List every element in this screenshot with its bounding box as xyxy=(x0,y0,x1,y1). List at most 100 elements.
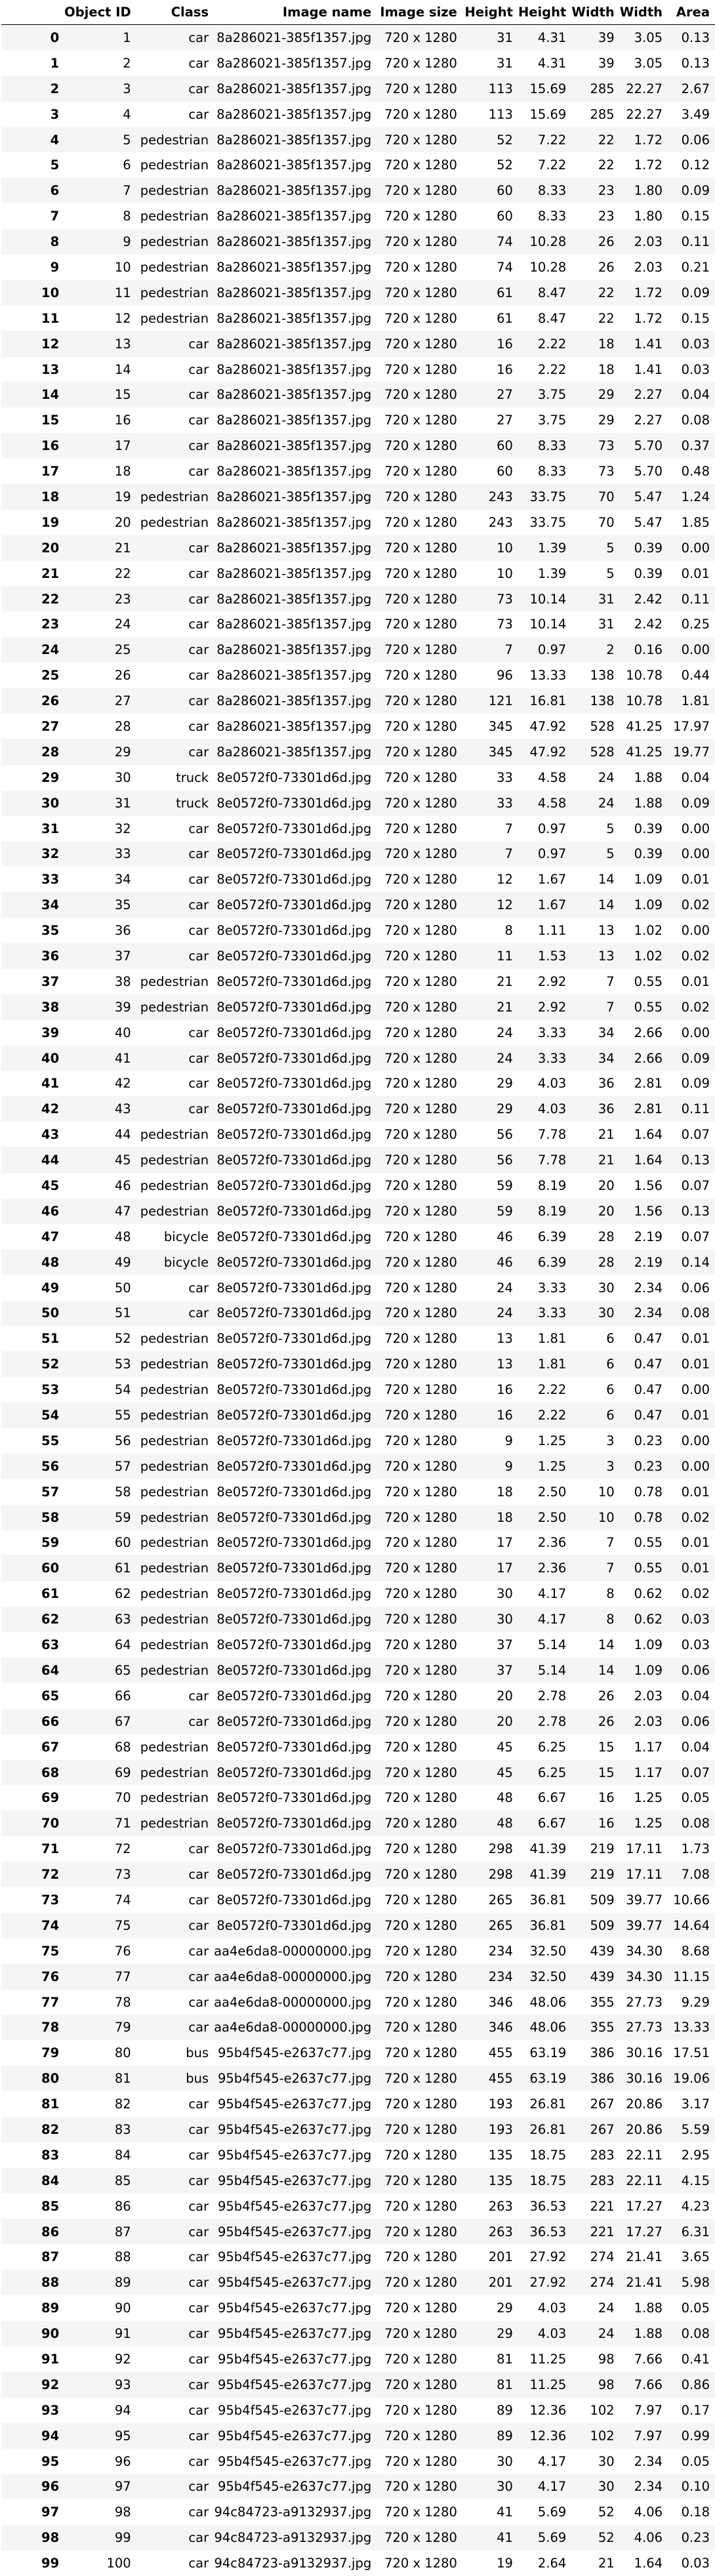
table-cell: 1.56 xyxy=(634,1203,663,1219)
table-cell: 9.29 xyxy=(681,1994,710,2010)
table-cell: 18 xyxy=(497,1484,513,1500)
table-cell: 0.00 xyxy=(681,1433,710,1448)
table-row: 24 25 car 8a286021-385f1357.jpg 720 x 1280 7 0… xyxy=(1,637,715,663)
table-cell: 0.04 xyxy=(681,1739,710,1755)
table-cell: 70 xyxy=(114,1790,131,1806)
row-index: 14 xyxy=(41,387,60,403)
table-cell: pedestrian xyxy=(140,1662,209,1678)
table-row: 58 59 pedestrian 8e0572f0-73301d6d.jpg 720 x… xyxy=(1,1504,715,1530)
table-cell: 0.97 xyxy=(537,846,567,862)
table-cell: 8 xyxy=(123,209,131,224)
table-cell: 0.11 xyxy=(681,591,710,607)
table-cell: 98 xyxy=(114,2504,131,2520)
table-cell: 0.41 xyxy=(681,2351,710,2367)
table-cell: car xyxy=(188,413,209,428)
table-row: 64 65 pedestrian 8e0572f0-73301d6d.jpg 720 x… xyxy=(1,1658,715,1683)
table-cell: 0.07 xyxy=(681,1229,710,1244)
table-row: 14 15 car 8a286021-385f1357.jpg 720 x 1280 27… xyxy=(1,382,715,408)
table-cell: car xyxy=(188,846,209,862)
table-cell: 2 xyxy=(606,642,615,658)
table-cell: aa4e6da8-00000000.jpg xyxy=(214,2020,372,2035)
table-cell: pedestrian xyxy=(140,1433,209,1448)
row-index: 17 xyxy=(41,464,60,480)
table-cell: 2.03 xyxy=(634,1713,663,1729)
table-cell: 720 x 1280 xyxy=(384,999,457,1015)
table-cell: 720 x 1280 xyxy=(384,2504,457,2520)
table-cell: 8.68 xyxy=(681,1943,710,1959)
row-index: 98 xyxy=(41,2530,60,2546)
table-cell: 2.22 xyxy=(537,1382,567,1398)
table-cell: 0.06 xyxy=(681,1662,710,1678)
table-cell: 67 xyxy=(114,1713,131,1729)
table-cell: 27 xyxy=(497,413,513,428)
table-cell: 135 xyxy=(488,2147,513,2163)
table-cell: 2.03 xyxy=(634,259,663,275)
table-cell: 2.95 xyxy=(681,2147,710,2163)
table-cell: car xyxy=(188,617,209,632)
table-cell: 48 xyxy=(497,1790,513,1806)
table-cell: 720 x 1280 xyxy=(384,1994,457,2010)
table-cell: 720 x 1280 xyxy=(384,1178,457,1194)
table-cell: 95b4f545-e2637c77.jpg xyxy=(217,2224,372,2239)
table-cell: 19 xyxy=(497,2556,513,2571)
table-row: 70 71 pedestrian 8e0572f0-73301d6d.jpg 720 x… xyxy=(1,1810,715,1837)
table-cell: 95b4f545-e2637c77.jpg xyxy=(217,2428,372,2443)
table-cell: 720 x 1280 xyxy=(384,1127,457,1143)
table-cell: 2.67 xyxy=(681,81,710,96)
table-cell: 720 x 1280 xyxy=(384,949,457,964)
table-cell: 8e0572f0-73301d6d.jpg xyxy=(216,1561,372,1576)
column-header: Object ID xyxy=(64,0,136,25)
row-index: 76 xyxy=(41,1969,60,1984)
row-index: 97 xyxy=(41,2504,60,2520)
table-cell: 26.81 xyxy=(529,2096,567,2112)
table-cell: 15.69 xyxy=(529,106,567,122)
table-cell: 8e0572f0-73301d6d.jpg xyxy=(216,949,372,964)
table-cell: pedestrian xyxy=(140,183,209,199)
table-cell: 95b4f545-e2637c77.jpg xyxy=(217,2351,372,2367)
table-cell: 0.09 xyxy=(681,183,710,199)
column-header: Class xyxy=(136,0,214,25)
table-cell: 95b4f545-e2637c77.jpg xyxy=(217,2147,372,2163)
table-cell: 34.30 xyxy=(626,1943,663,1959)
table-cell: 33 xyxy=(497,795,513,811)
table-cell: 94c84723-a9132937.jpg xyxy=(214,2556,372,2571)
table-cell: 5 xyxy=(606,565,615,581)
table-cell: 0.62 xyxy=(634,1612,663,1627)
table-cell: 6.25 xyxy=(537,1765,567,1780)
table-cell: 56 xyxy=(497,1153,513,1168)
table-cell: 8e0572f0-73301d6d.jpg xyxy=(216,1458,372,1474)
table-row: 57 58 pedestrian 8e0572f0-73301d6d.jpg 720 x… xyxy=(1,1479,715,1505)
table-cell: 39 xyxy=(598,55,615,71)
table-cell: 30 xyxy=(497,1612,513,1627)
table-cell: 62 xyxy=(114,1586,131,1602)
table-cell: 2.34 xyxy=(634,2479,663,2495)
table-cell: 18.75 xyxy=(529,2147,567,2163)
table-cell: 0.11 xyxy=(681,1101,710,1117)
table-cell: 0.97 xyxy=(537,821,567,836)
table-cell: 0.23 xyxy=(681,2530,710,2546)
row-index: 94 xyxy=(41,2428,60,2443)
table-cell: 100 xyxy=(106,2556,131,2571)
table-cell: 0.00 xyxy=(681,846,710,862)
table-cell: 19 xyxy=(114,489,131,504)
table-cell: 8.19 xyxy=(537,1178,567,1194)
table-cell: car xyxy=(188,2121,209,2137)
table-cell: 22 xyxy=(598,285,615,300)
table-cell: 2.42 xyxy=(634,591,663,607)
table-cell: 7 xyxy=(123,183,131,199)
table-cell: 0.00 xyxy=(681,923,710,939)
table-cell: 20 xyxy=(497,1713,513,1729)
table-cell: 56 xyxy=(497,1127,513,1143)
table-cell: 73 xyxy=(598,464,615,480)
table-cell: 8a286021-385f1357.jpg xyxy=(216,744,372,760)
table-cell: pedestrian xyxy=(140,234,209,250)
table-cell: 8a286021-385f1357.jpg xyxy=(216,55,372,71)
table-cell: 0.47 xyxy=(634,1357,663,1372)
row-index: 31 xyxy=(41,821,60,836)
row-index: 38 xyxy=(41,999,60,1015)
table-cell: 6 xyxy=(606,1357,615,1372)
table-cell: 95b4f545-e2637c77.jpg xyxy=(217,2300,372,2316)
table-cell: 720 x 1280 xyxy=(384,1076,457,1092)
table-cell: car xyxy=(188,2020,209,2035)
table-cell: pedestrian xyxy=(140,1484,209,1500)
